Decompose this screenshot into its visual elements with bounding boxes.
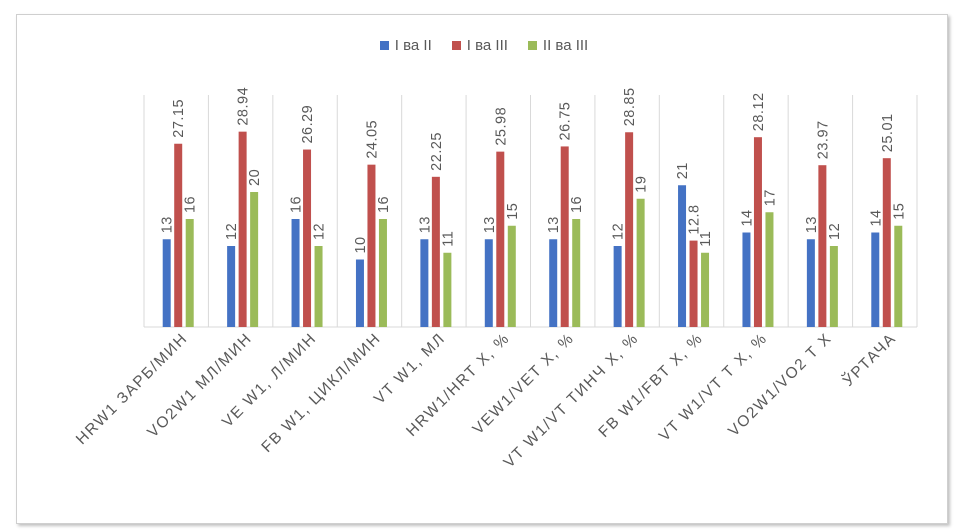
legend-item-series-3: II ва III	[527, 37, 589, 54]
bar-series-3-7	[572, 219, 581, 327]
category-label-4: FB W1, ЦИКЛ/МИН	[258, 330, 384, 456]
data-label-series-1-8: 12	[611, 223, 627, 240]
data-label-series-3-4: 16	[376, 196, 392, 213]
bar-series-2-8	[625, 132, 634, 327]
bar-series-2-4	[367, 164, 376, 327]
legend-item-series-1: I ва II	[379, 37, 432, 54]
bar-series-1-9	[678, 185, 687, 327]
data-label-series-1-10: 14	[739, 209, 755, 226]
bar-series-1-3	[291, 219, 300, 327]
data-label-series-2-8: 28.85	[622, 87, 638, 126]
category-label-2: VO2W1 МЛ/МИН	[144, 330, 255, 441]
bar-series-3-12	[894, 225, 903, 327]
data-label-series-1-1: 13	[160, 216, 176, 233]
bar-series-3-2	[250, 192, 259, 327]
data-label-series-1-5: 13	[417, 216, 433, 233]
data-label-series-2-5: 22.25	[429, 132, 445, 171]
legend-label-series-3: II ва III	[542, 37, 589, 54]
data-label-series-2-10: 28.12	[751, 92, 767, 131]
bar-series-2-9	[689, 240, 698, 327]
bar-series-1-1	[162, 239, 171, 327]
data-label-series-2-9: 12.8	[687, 204, 703, 234]
data-label-series-2-11: 23.97	[815, 120, 831, 159]
data-label-series-2-12: 25.01	[880, 113, 896, 152]
data-label-series-3-12: 15	[891, 203, 907, 220]
bar-series-3-5	[443, 252, 452, 327]
bar-series-1-4	[355, 259, 364, 327]
bar-series-2-6	[496, 151, 505, 327]
bar-series-2-12	[882, 158, 891, 327]
data-label-series-3-3: 12	[312, 223, 328, 240]
data-label-series-3-5: 11	[440, 231, 456, 247]
data-label-series-2-4: 24.05	[364, 120, 380, 159]
data-label-series-1-12: 14	[868, 209, 884, 226]
data-label-series-3-2: 20	[247, 169, 263, 186]
category-label-1: HRW1 ЗАРБ/МИН	[73, 330, 191, 448]
data-label-series-1-6: 13	[482, 216, 498, 233]
data-label-series-3-6: 15	[505, 203, 521, 220]
data-label-series-1-2: 12	[224, 223, 240, 240]
data-label-series-2-3: 26.29	[300, 105, 316, 144]
bar-series-2-3	[303, 149, 312, 327]
bar-series-1-5	[420, 239, 429, 327]
bar-series-2-2	[238, 131, 247, 327]
data-label-series-1-4: 10	[353, 236, 369, 253]
data-label-series-3-10: 17	[762, 189, 778, 206]
bar-series-2-5	[431, 176, 440, 327]
bar-series-3-1	[185, 219, 194, 327]
data-label-series-2-1: 27.15	[171, 99, 187, 138]
bar-series-2-1	[174, 143, 183, 327]
bar-series-3-3	[314, 246, 323, 327]
bar-series-1-11	[806, 239, 815, 327]
bar-series-1-6	[484, 239, 493, 327]
chart-frame	[16, 14, 948, 524]
data-label-series-2-7: 26.75	[558, 102, 574, 141]
legend-swatch-series-3	[527, 41, 537, 50]
bar-series-2-10	[753, 137, 762, 327]
category-label-8: VT W1/VT ТИНЧ Х, %	[501, 330, 643, 472]
bar-series-2-7	[560, 146, 569, 327]
category-label-10: VT W1/VT Т Х, %	[656, 330, 771, 445]
bar-series-3-9	[701, 252, 710, 327]
bar-series-2-11	[818, 165, 827, 327]
data-label-series-3-1: 16	[183, 196, 199, 213]
data-label-series-1-3: 16	[289, 196, 305, 213]
bar-series-3-6	[507, 225, 516, 327]
data-label-series-2-2: 28.94	[236, 87, 252, 126]
bar-series-1-8	[613, 246, 622, 327]
category-label-12: ЎРТАЧА	[839, 329, 900, 390]
data-label-series-1-7: 13	[546, 216, 562, 233]
data-label-series-3-8: 19	[634, 176, 650, 193]
bar-series-3-4	[378, 219, 387, 327]
legend-label-series-1: I ва II	[394, 37, 432, 54]
bar-series-1-2	[227, 246, 236, 327]
data-label-series-1-11: 13	[804, 216, 820, 233]
legend-label-series-2: I ва III	[466, 37, 508, 54]
legend-swatch-series-1	[379, 41, 389, 50]
bar-series-1-12	[871, 232, 880, 327]
legend-swatch-series-2	[451, 41, 461, 50]
data-label-series-3-9: 11	[698, 231, 714, 247]
bar-series-3-10	[765, 212, 774, 327]
data-label-series-3-11: 12	[827, 223, 843, 240]
data-label-series-1-9: 21	[675, 162, 691, 179]
bar-series-1-10	[742, 232, 751, 327]
bar-series-3-8	[636, 198, 645, 327]
data-label-series-3-7: 16	[569, 196, 585, 213]
bar-series-3-11	[829, 246, 838, 327]
legend-item-series-2: I ва III	[451, 37, 508, 54]
chart-legend: I ва II I ва III II ва III	[0, 37, 968, 54]
data-label-series-2-6: 25.98	[493, 107, 509, 146]
bar-series-1-7	[549, 239, 558, 327]
